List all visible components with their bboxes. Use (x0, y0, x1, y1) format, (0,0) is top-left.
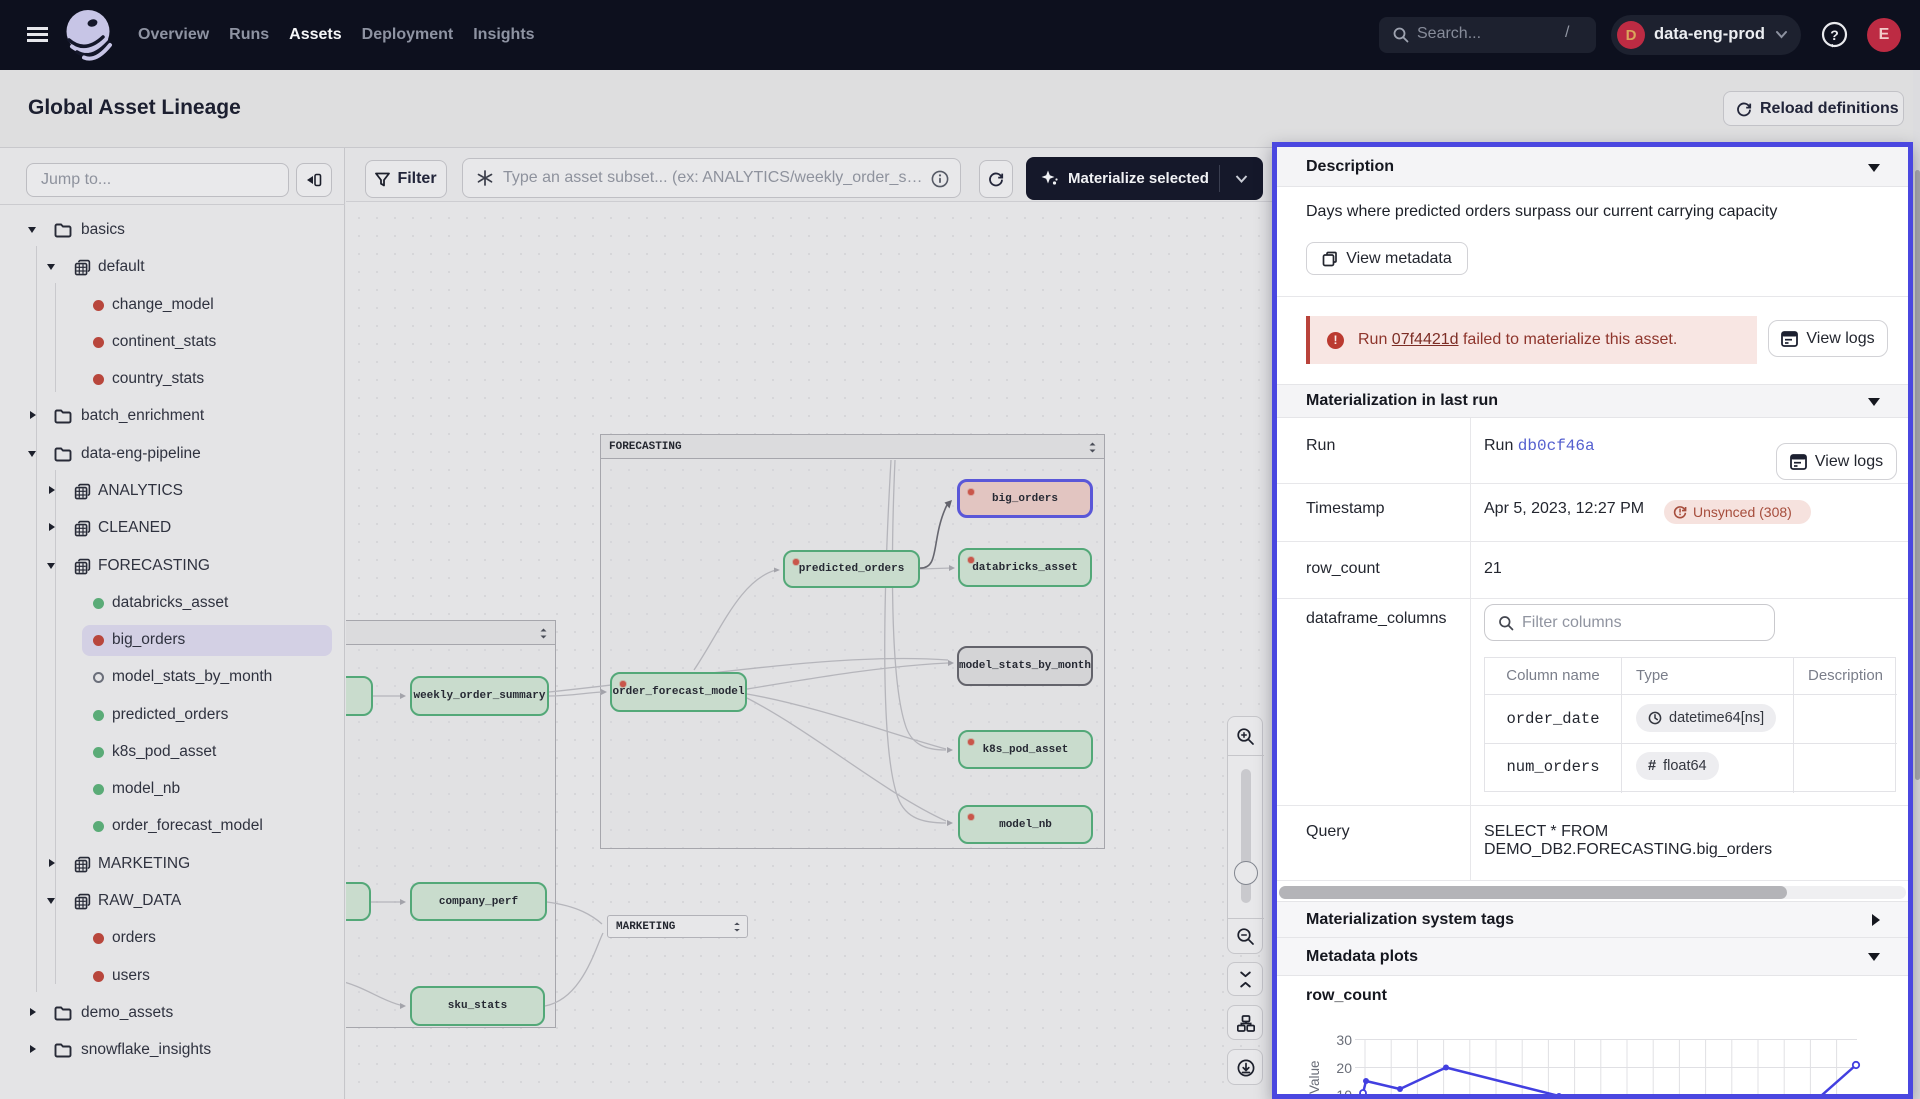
svg-text:20: 20 (1336, 1060, 1352, 1076)
svg-text:10: 10 (1336, 1087, 1352, 1094)
svg-text:30: 30 (1336, 1032, 1352, 1048)
svg-text:?: ? (1830, 27, 1839, 43)
svg-text:Value: Value (1307, 1060, 1322, 1094)
